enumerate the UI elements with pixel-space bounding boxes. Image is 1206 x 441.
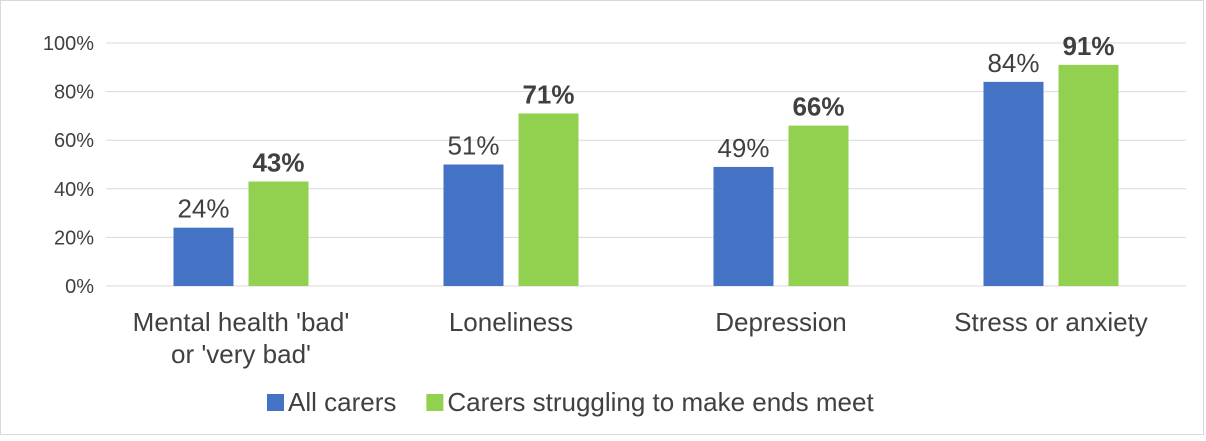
bar-all-carers-3 [983,81,1044,286]
bar-all-carers-1 [443,164,504,286]
y-tick-label: 20% [54,227,94,249]
bar-struggling-0 [248,181,309,286]
y-tick-label: 40% [54,179,94,201]
y-tick-label: 0% [65,276,94,298]
y-tick-label: 80% [54,82,94,104]
bar-struggling-1 [518,113,579,286]
x-axis-categories: Mental health 'bad'or 'very bad' Loneline… [133,307,1148,369]
category-label: Stress or anxiety [954,307,1148,337]
data-labels: 24% 43% 51% 71% 49% 66% 84% 91% [177,31,1114,224]
legend-swatch-0 [267,394,284,411]
data-label: 84% [987,48,1039,78]
legend-label-0: All carers [288,387,396,417]
category-label: Mental health 'bad' [133,307,350,337]
category-label: or 'very bad' [171,339,311,369]
data-label: 71% [522,79,574,109]
bars [173,64,1119,287]
data-label: 51% [447,131,499,161]
data-label: 43% [252,148,304,178]
y-axis-ticks: 0% 20% 40% 60% 80% 100% [43,33,94,298]
legend: All carers Carers struggling to make ends… [267,387,874,417]
bar-all-carers-0 [173,227,234,286]
data-label: 91% [1062,31,1114,61]
data-label: 66% [792,92,844,122]
y-tick-label: 60% [54,130,94,152]
category-label: Depression [715,307,847,337]
data-label: 24% [177,194,229,224]
legend-label-1: Carers struggling to make ends meet [447,387,874,417]
bar-struggling-3 [1058,64,1119,286]
y-tick-label: 100% [43,33,94,55]
category-label: Loneliness [449,307,573,337]
bar-struggling-2 [788,125,849,287]
data-label: 49% [717,133,769,163]
legend-swatch-1 [426,394,444,411]
bar-all-carers-2 [713,166,774,286]
